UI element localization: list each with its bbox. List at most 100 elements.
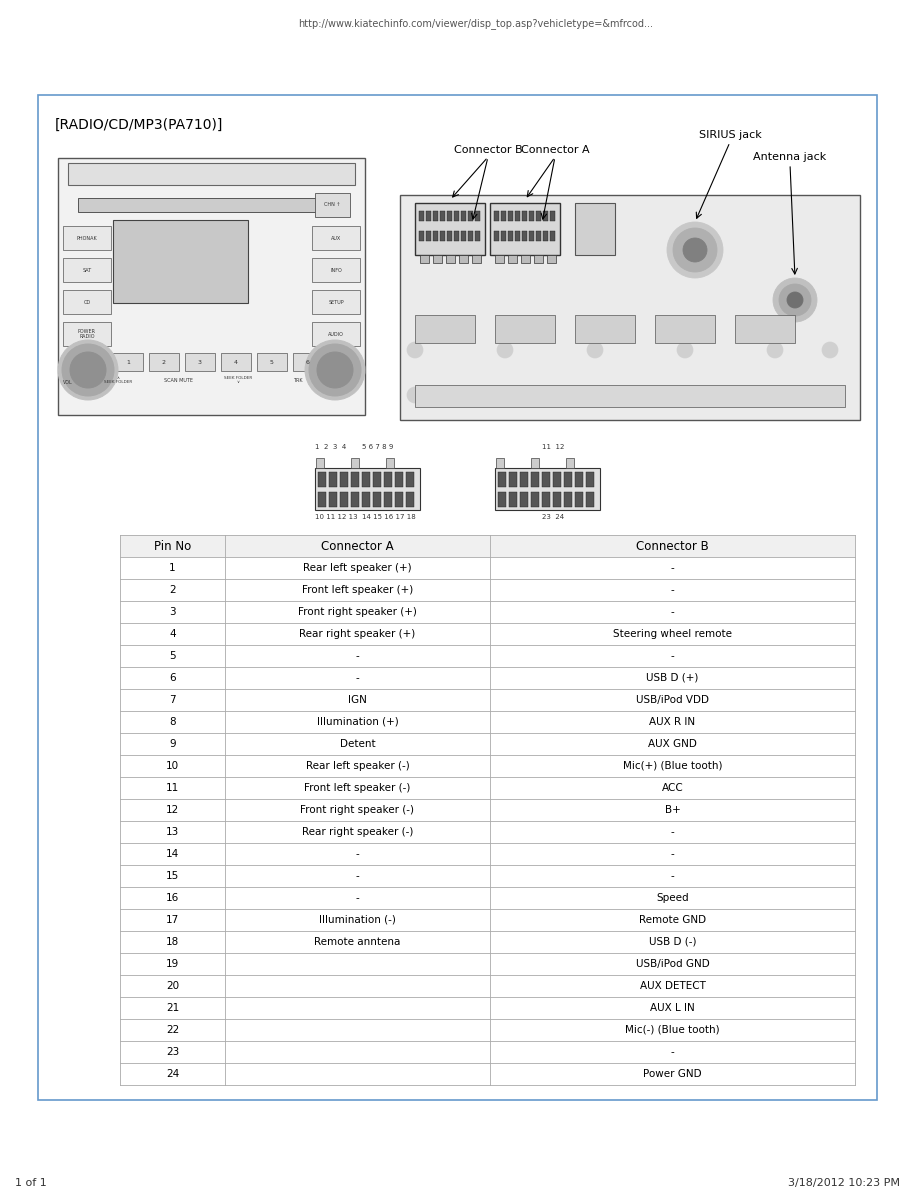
- Bar: [362, 472, 370, 487]
- Bar: [373, 492, 381, 508]
- Text: VOL: VOL: [63, 380, 73, 385]
- Bar: [550, 211, 555, 221]
- Text: 19: 19: [166, 959, 179, 970]
- Bar: [521, 254, 530, 263]
- Bar: [564, 472, 572, 487]
- Bar: [68, 163, 355, 185]
- Text: CHN ↑: CHN ↑: [324, 203, 340, 208]
- Text: 3/18/2012 10:23 PM: 3/18/2012 10:23 PM: [788, 1178, 900, 1188]
- Text: -: -: [671, 1046, 674, 1057]
- Text: Detent: Detent: [339, 739, 375, 749]
- Bar: [384, 492, 392, 508]
- Bar: [566, 458, 575, 468]
- Bar: [735, 314, 795, 343]
- Text: 17: 17: [166, 914, 179, 925]
- Text: 22: 22: [166, 1025, 179, 1034]
- Text: 15: 15: [166, 871, 179, 881]
- Bar: [498, 492, 506, 508]
- Circle shape: [767, 386, 783, 403]
- Text: Remote GND: Remote GND: [639, 914, 706, 925]
- Text: PHONAK: PHONAK: [77, 235, 97, 240]
- Bar: [384, 472, 392, 487]
- Text: 14: 14: [166, 850, 179, 859]
- Text: 13: 13: [166, 827, 179, 838]
- Text: 9: 9: [169, 739, 176, 749]
- Bar: [509, 472, 517, 487]
- Bar: [522, 211, 527, 221]
- Circle shape: [58, 340, 118, 400]
- Text: 6: 6: [306, 360, 310, 365]
- Text: Rear right speaker (+): Rear right speaker (+): [299, 629, 415, 638]
- Bar: [531, 472, 539, 487]
- Bar: [536, 230, 541, 241]
- Circle shape: [787, 292, 803, 308]
- Text: Connector A: Connector A: [521, 145, 589, 155]
- Text: 20: 20: [166, 982, 179, 991]
- Bar: [340, 472, 348, 487]
- Bar: [461, 211, 466, 221]
- Text: USB/iPod GND: USB/iPod GND: [636, 959, 709, 970]
- Bar: [520, 472, 528, 487]
- Text: POWER
RADIO: POWER RADIO: [78, 329, 96, 340]
- Bar: [340, 492, 348, 508]
- Circle shape: [62, 344, 114, 396]
- Text: 23: 23: [166, 1046, 179, 1057]
- Bar: [63, 258, 111, 282]
- Bar: [508, 230, 513, 241]
- Text: AUX DETECT: AUX DETECT: [640, 982, 705, 991]
- Text: 12: 12: [166, 805, 179, 815]
- Text: Mic(-) (Blue tooth): Mic(-) (Blue tooth): [625, 1025, 720, 1034]
- Bar: [406, 472, 414, 487]
- Text: 4: 4: [169, 629, 176, 638]
- Bar: [501, 230, 506, 241]
- Bar: [419, 211, 424, 221]
- Bar: [542, 472, 550, 487]
- Text: AUDIO: AUDIO: [328, 331, 344, 336]
- Bar: [185, 353, 215, 371]
- Text: 1: 1: [126, 360, 130, 365]
- Text: -: -: [356, 893, 360, 902]
- Circle shape: [317, 352, 353, 388]
- Bar: [420, 254, 429, 263]
- Bar: [395, 492, 403, 508]
- Text: 7: 7: [169, 695, 176, 704]
- Bar: [498, 472, 506, 487]
- Circle shape: [822, 386, 838, 403]
- Bar: [468, 211, 473, 221]
- Text: -: -: [671, 871, 674, 881]
- Text: 11  12: 11 12: [543, 444, 565, 450]
- Text: USB/iPod VDD: USB/iPod VDD: [636, 695, 709, 704]
- Bar: [312, 322, 360, 346]
- Bar: [468, 230, 473, 241]
- Circle shape: [407, 386, 423, 403]
- Text: Front right speaker (+): Front right speaker (+): [298, 607, 417, 617]
- Bar: [318, 472, 326, 487]
- Text: 3: 3: [198, 360, 202, 365]
- Bar: [415, 314, 475, 343]
- Text: Front right speaker (-): Front right speaker (-): [300, 805, 414, 815]
- Bar: [113, 353, 143, 371]
- Text: AUX GND: AUX GND: [648, 739, 697, 749]
- Bar: [315, 193, 350, 217]
- Bar: [373, 472, 381, 487]
- Bar: [575, 492, 583, 508]
- Text: 16: 16: [166, 893, 179, 902]
- Text: SETUP: SETUP: [328, 300, 344, 305]
- Bar: [490, 203, 560, 254]
- Bar: [508, 211, 513, 221]
- Bar: [542, 492, 550, 508]
- Bar: [495, 468, 600, 510]
- Bar: [351, 472, 359, 487]
- Circle shape: [309, 344, 361, 396]
- Text: Rear left speaker (-): Rear left speaker (-): [306, 761, 409, 770]
- Bar: [293, 353, 323, 371]
- Bar: [440, 211, 445, 221]
- Bar: [461, 230, 466, 241]
- Bar: [495, 314, 555, 343]
- Bar: [532, 458, 539, 468]
- Text: Remote anntena: Remote anntena: [315, 937, 401, 947]
- Circle shape: [407, 342, 423, 358]
- Bar: [78, 198, 345, 212]
- Text: 1  2  3  4: 1 2 3 4: [315, 444, 346, 450]
- Text: B+: B+: [664, 805, 681, 815]
